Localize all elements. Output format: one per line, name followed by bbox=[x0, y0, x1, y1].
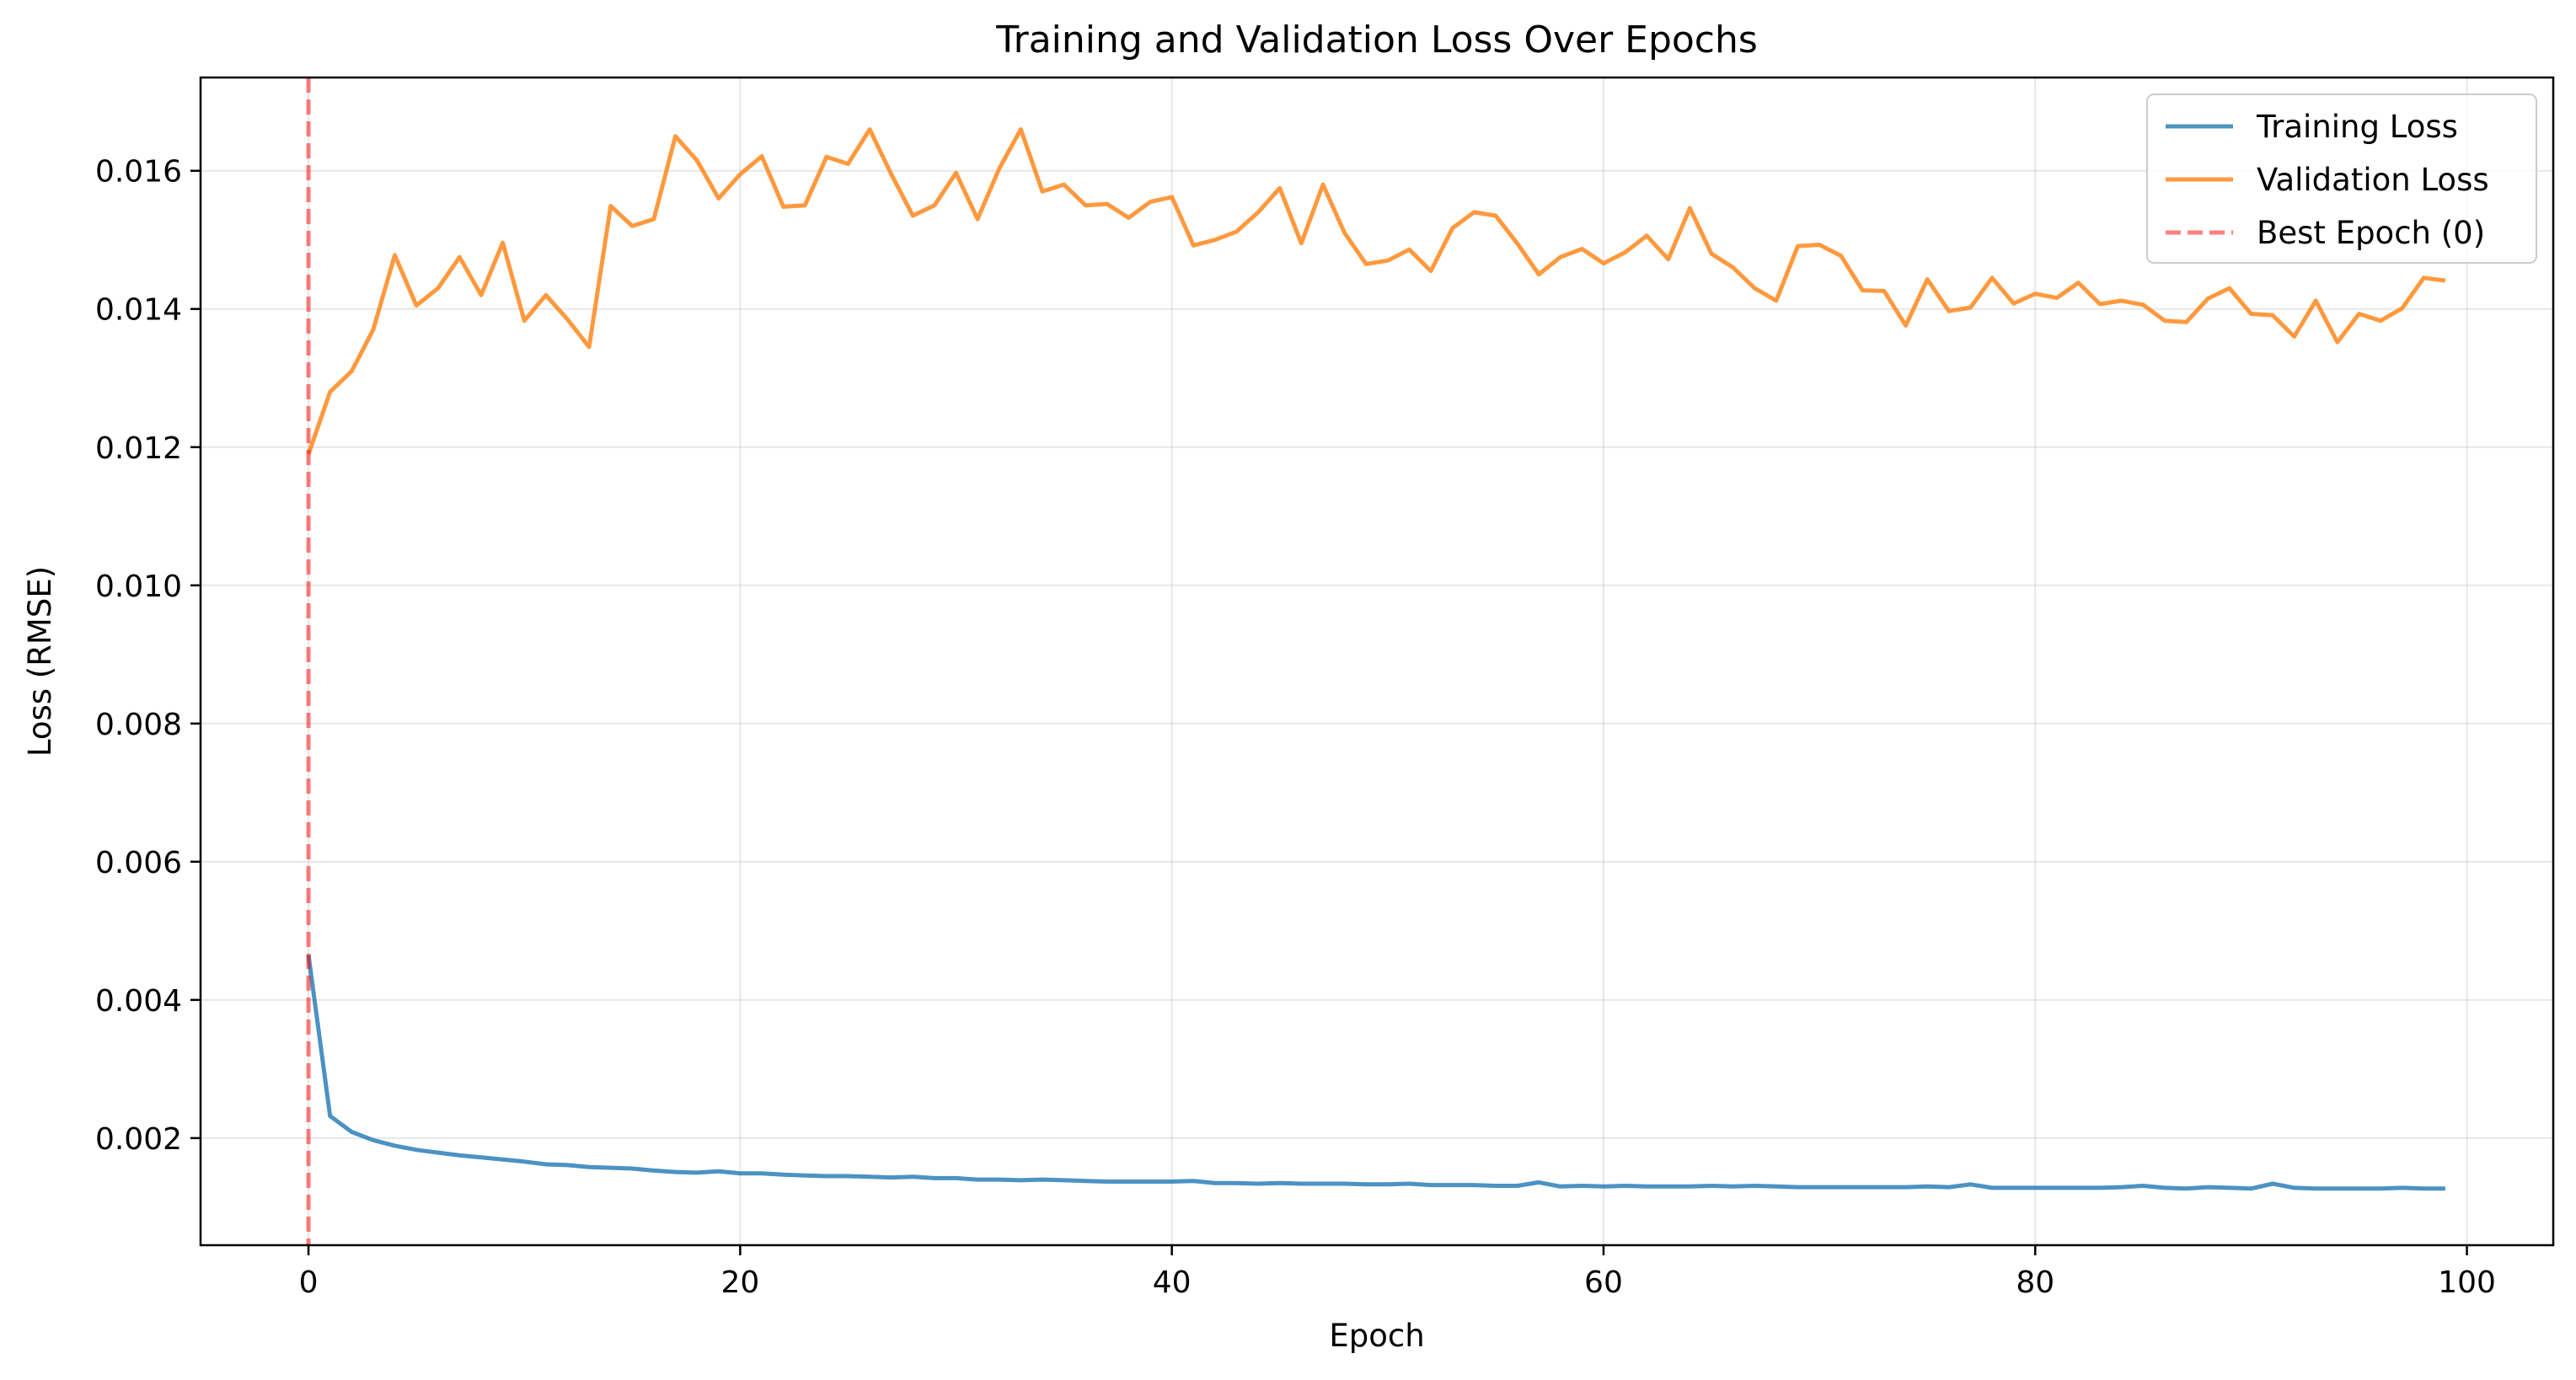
chart-title: Training and Validation Loss Over Epochs bbox=[995, 19, 1758, 62]
x-tick-label: 0 bbox=[299, 1265, 319, 1300]
x-tick-label: 80 bbox=[2016, 1265, 2054, 1300]
y-tick-label: 0.008 bbox=[95, 708, 182, 742]
legend-label: Best Epoch (0) bbox=[2257, 215, 2485, 251]
legend-label: Training Loss bbox=[2256, 109, 2458, 145]
validation-lossline bbox=[306, 127, 2446, 455]
x-tick-label: 20 bbox=[720, 1265, 759, 1300]
series-layer bbox=[306, 78, 2446, 1245]
y-tick-label: 0.014 bbox=[95, 293, 182, 328]
y-tick-label: 0.016 bbox=[95, 155, 182, 190]
legend-box bbox=[2146, 94, 2537, 264]
x-tick-label: 40 bbox=[1153, 1265, 1192, 1300]
y-axis-label: Loss (RMSE) bbox=[22, 566, 58, 757]
x-tick-label: 100 bbox=[2438, 1265, 2496, 1300]
y-tick-label: 0.012 bbox=[95, 431, 182, 466]
legend: Training Loss Validation Loss Best Epoch (… bbox=[2146, 94, 2537, 264]
legend-label: Validation Loss bbox=[2257, 162, 2489, 198]
y-tick-label: 0.002 bbox=[95, 1122, 182, 1157]
y-tick-label: 0.004 bbox=[95, 984, 182, 1019]
ticks: 0 20 40 60 80 100 0.002 0.004 0.006 0.008 0.010 0.0… bbox=[95, 155, 2496, 1300]
plot-frame bbox=[199, 76, 2555, 1247]
x-tick-label: 60 bbox=[1584, 1265, 1623, 1300]
y-tick-label: 0.006 bbox=[95, 846, 182, 880]
y-tick-label: 0.010 bbox=[95, 570, 182, 604]
grid bbox=[201, 78, 2553, 1245]
x-axis-label: Epoch bbox=[1329, 1318, 1424, 1354]
training-lossline bbox=[306, 955, 2445, 1191]
